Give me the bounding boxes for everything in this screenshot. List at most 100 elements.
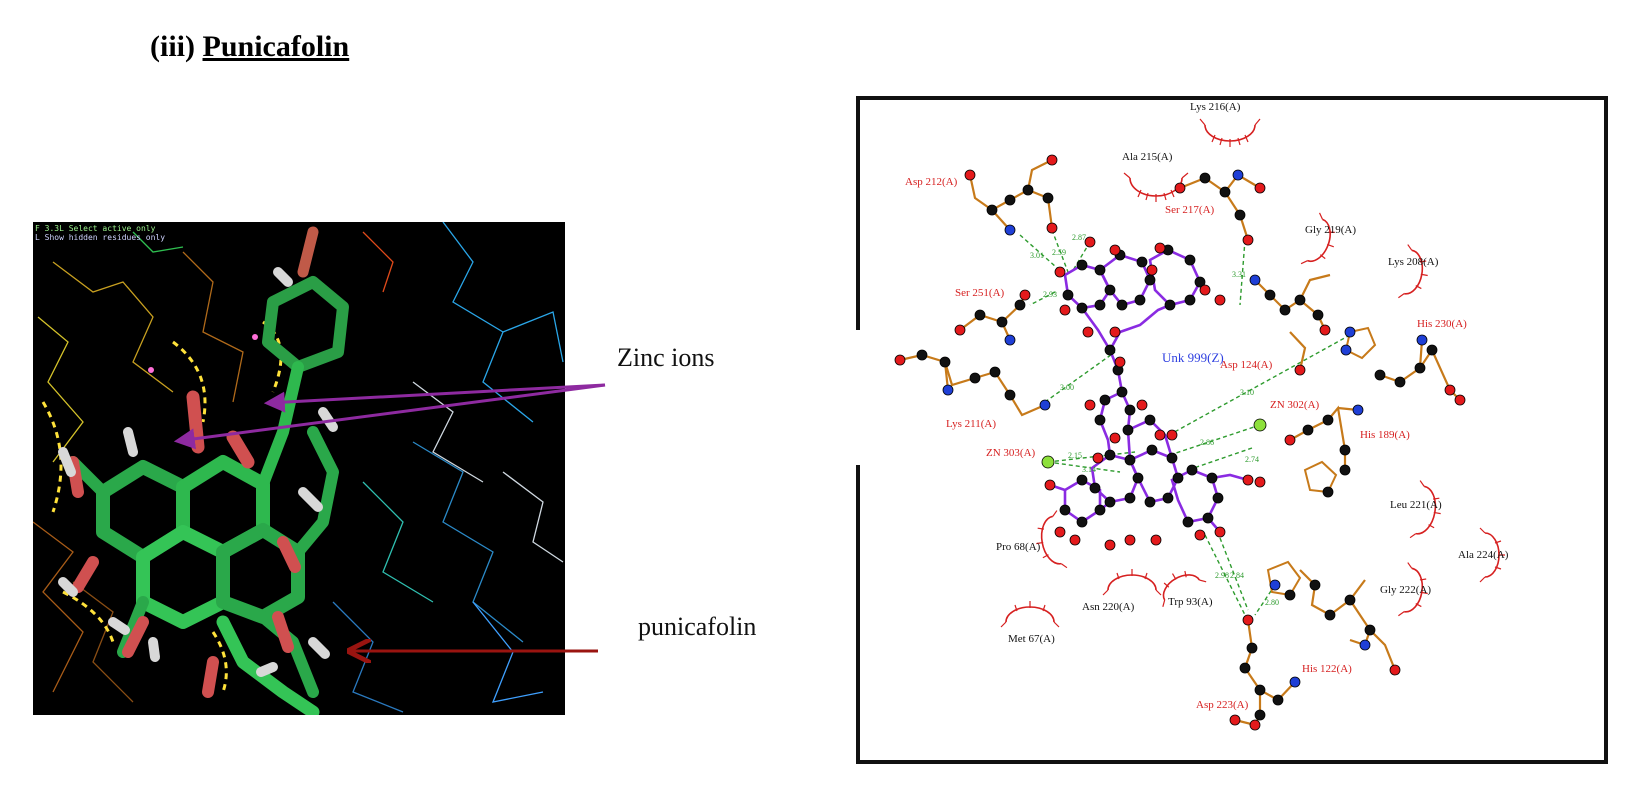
carbon-atom [1144,274,1156,286]
protein-wire [502,311,564,363]
residue-label: ZN 302(A) [1270,399,1320,411]
oxygen-atom [1154,429,1166,441]
hydrophobic-arc [1479,527,1505,583]
protein-wire [132,231,184,253]
residue-label: Asn 220(A) [1082,601,1135,613]
oxygen-bond [122,616,149,658]
residue-chain [1349,599,1372,647]
imidazole-ring [1266,560,1302,597]
ligand-bond [257,611,319,698]
protein-wire [72,581,134,703]
carbon-atom [1136,256,1148,268]
hydrophobic-arc [1300,212,1335,265]
carbon-atom [1076,474,1088,486]
carbon-atom [1122,424,1134,436]
hbond-line [1029,291,1056,306]
imidazole-ring [1303,460,1338,494]
oxygen-atom [1174,182,1186,194]
carbon-atom [1302,424,1314,436]
oxygen-atom [1166,429,1178,441]
oxygen-atom [1242,474,1254,486]
carbon-atom [1004,389,1016,401]
hbond-line [1159,334,1351,441]
carbon-atom [1059,504,1071,516]
hbond-distance: 2.98 [1215,571,1229,580]
hbond-line [1071,241,1091,273]
oxygen-atom [1044,479,1056,491]
nitrogen-atom [1249,274,1261,286]
hbond-lines [1019,229,1351,616]
hbond-distance: 3.31 [1232,270,1246,279]
oxygen-atom [1254,476,1266,488]
ligand-link [1080,303,1171,353]
hydrophobic-arc [1102,569,1162,596]
residue-label: Gly 222(A) [1380,584,1431,596]
carbon-atom [1394,376,1406,388]
carbon-atom [1246,642,1258,654]
residue-label: Ser 251(A) [955,287,1005,299]
nitrogen-atom [1340,344,1352,356]
heading-numeral: (iii) [150,30,195,63]
oxygen-atom [1154,242,1166,254]
hbond-line [1047,461,1121,473]
carbon-atom [1426,344,1438,356]
oxygen-atom [1214,294,1226,306]
carbon-atom [1322,414,1334,426]
hbond-line [1239,239,1246,306]
oxygen-bond [297,226,319,278]
nitrogen-atom [1004,334,1016,346]
carbon-atom [1022,184,1034,196]
hydrophobic-arc [1036,510,1068,569]
hydrophobic-arc [1398,562,1428,617]
carbon-atom [1219,186,1231,198]
oxygen-atom [1150,534,1162,546]
residue-label: His 230(A) [1417,318,1467,330]
carbon-atom [1374,369,1386,381]
residue-chain [1234,690,1262,727]
oxygen-atom [1319,324,1331,336]
hydrophobic-arc [1162,570,1207,607]
carbon-atom [1364,624,1376,636]
carbon-atom [1094,299,1106,311]
hydrogen-bond [148,637,160,662]
carbon-atom [974,309,986,321]
carbon-atom [1172,472,1184,484]
carbon-atom [1076,516,1088,528]
oxygen-atom [894,354,906,366]
carbon-atom [1134,294,1146,306]
oxygen-atom [1249,719,1261,731]
hydrophobic-arc [1398,244,1428,299]
residue-chain [1026,159,1053,191]
carbon-atom [1324,609,1336,621]
nitrogen-atom [1289,676,1301,688]
hydrogen-bond [273,267,293,287]
hbond-distance: 2.80 [1265,598,1279,607]
protein-wire [52,261,174,393]
zinc-ion-marker [148,367,154,373]
carbon-atom [1294,294,1306,306]
residue-chain [1299,273,1331,301]
oxygen-atom [1019,289,1031,301]
oxygen-atom [1294,364,1306,376]
carbon-atom [1132,472,1144,484]
residue-chain [1369,629,1397,671]
carbon-atom [1042,192,1054,204]
hydrophobic-arc [1000,601,1060,628]
carbon-atom [1264,289,1276,301]
oxygen-atom [1092,452,1104,464]
ligand-bond [292,426,339,558]
carbon-atom [996,316,1008,328]
oxygen-bond [226,430,255,469]
carbon-atom [1094,264,1106,276]
residue-label: Trp 93(A) [1168,596,1213,608]
carbon-atom [1124,492,1136,504]
hbond-distance: 2.86 [1200,438,1214,447]
nitrogen-atom [942,384,954,396]
distance-labels: 3.01 2.59 2.87 2.93 3.31 3.00 3.10 2.86 … [1030,233,1279,607]
oxygen-atom [1109,244,1121,256]
carbon-atom [1104,496,1116,508]
residue-label: Lys 208(A) [1388,256,1439,268]
carbon-atom [1076,302,1088,314]
carbon-atom [1104,449,1116,461]
hbond-line [1204,534,1246,616]
